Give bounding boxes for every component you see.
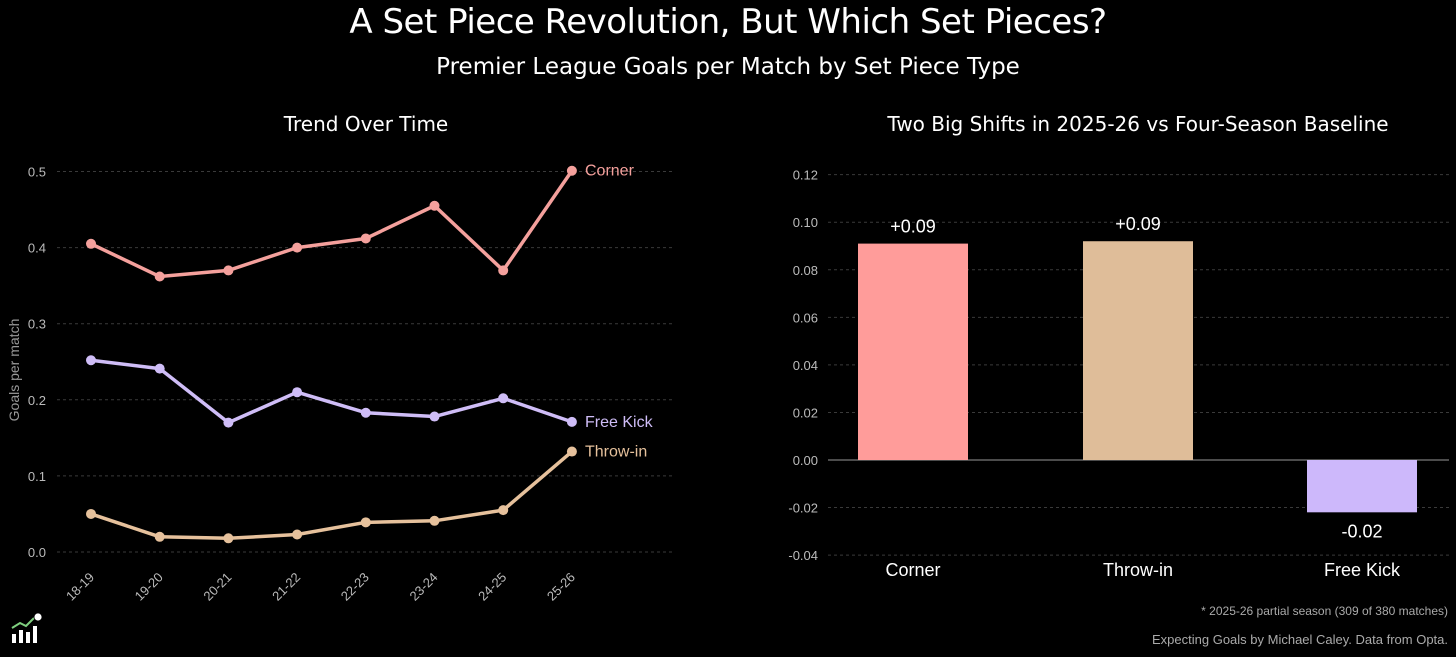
- bar-free-kick: [1307, 460, 1417, 513]
- point-free-kick-18-19: [86, 355, 96, 366]
- bar-category-label-throw-in: Throw-in: [1103, 560, 1173, 580]
- trend-y-tick-3: 0.3: [28, 317, 46, 332]
- point-throw-in-18-19: [86, 508, 96, 519]
- bar-category-label-free-kick: Free Kick: [1324, 560, 1401, 580]
- point-free-kick-25-26: [566, 416, 577, 427]
- point-corner-21-22: [292, 242, 303, 253]
- trend-y-tick-4: 0.4: [28, 241, 46, 256]
- bar-value-label-free-kick: -0.02: [1341, 521, 1382, 541]
- series-label-free-kick: Free Kick: [585, 414, 654, 431]
- trend-panel-title: Trend Over Time: [283, 112, 449, 136]
- shift-y-tick-4: 0.04: [793, 358, 818, 373]
- point-corner-25-26: [566, 165, 577, 176]
- shift-panel-title: Two Big Shifts in 2025-26 vs Four-Season…: [886, 112, 1388, 136]
- point-throw-in-21-22: [292, 529, 303, 540]
- partial-season-footnote: * 2025-26 partial season (309 of 380 mat…: [1201, 604, 1448, 618]
- shift-y-tick-3: 0.06: [793, 310, 818, 325]
- trend-y-tick-0: 0.0: [28, 545, 46, 560]
- point-throw-in-25-26: [566, 446, 577, 457]
- trend-y-axis-label: Goals per match: [6, 319, 22, 422]
- point-throw-in-20-21: [223, 533, 234, 544]
- series-line-throw-in: [90, 450, 574, 541]
- bar-throw-in: [1083, 241, 1193, 460]
- point-throw-in-23-24: [429, 515, 440, 526]
- series-line-corner: [90, 169, 574, 279]
- trend-y-tick-1: 0.1: [28, 469, 46, 484]
- chart-subtitle: Premier League Goals per Match by Set Pi…: [436, 54, 1020, 80]
- bar-value-label-corner: +0.09: [890, 217, 936, 237]
- shift-y-tick-0: 0.12: [793, 168, 818, 183]
- bar-category-label-corner: Corner: [885, 560, 940, 580]
- chart-title: A Set Piece Revolution, But Which Set Pi…: [349, 2, 1107, 42]
- shift-y-tick-7: -0.02: [788, 501, 818, 516]
- point-free-kick-20-21: [223, 417, 234, 428]
- point-free-kick-22-23: [360, 407, 371, 418]
- point-free-kick-21-22: [292, 387, 303, 398]
- point-corner-18-19: [86, 238, 96, 249]
- point-free-kick-23-24: [429, 411, 440, 422]
- series-label-throw-in: Throw-in: [585, 444, 647, 461]
- point-free-kick-24-25: [498, 393, 509, 404]
- point-corner-22-23: [360, 233, 371, 244]
- shift-y-tick-1: 0.10: [793, 215, 818, 230]
- point-corner-20-21: [223, 265, 234, 276]
- point-corner-19-20: [154, 271, 165, 282]
- series-label-corner: Corner: [585, 163, 635, 180]
- series-line-free-kick: [90, 358, 573, 425]
- point-throw-in-19-20: [154, 531, 165, 542]
- shift-y-tick-5: 0.02: [793, 405, 818, 420]
- trend-y-tick-2: 0.2: [28, 393, 46, 408]
- source-credit: Expecting Goals by Michael Caley. Data f…: [1152, 632, 1448, 647]
- trend-line-chart: Trend Over Time 0.0 0.1 0.2 0.3 0.4 0.5 Goals p…: [6, 112, 675, 604]
- trend-y-tick-5: 0.5: [28, 165, 46, 180]
- shift-y-tick-2: 0.08: [793, 263, 818, 278]
- point-throw-in-22-23: [360, 517, 371, 528]
- point-free-kick-19-20: [154, 363, 165, 374]
- bar-corner: [858, 243, 968, 460]
- shift-y-tick-6: 0.00: [793, 453, 818, 468]
- football-chart-logo-icon: [11, 612, 43, 643]
- shift-y-tick-8: -0.04: [788, 548, 818, 563]
- point-corner-24-25: [498, 265, 509, 276]
- point-throw-in-24-25: [498, 505, 509, 516]
- point-corner-23-24: [429, 200, 440, 211]
- bar-value-label-throw-in: +0.09: [1115, 214, 1161, 234]
